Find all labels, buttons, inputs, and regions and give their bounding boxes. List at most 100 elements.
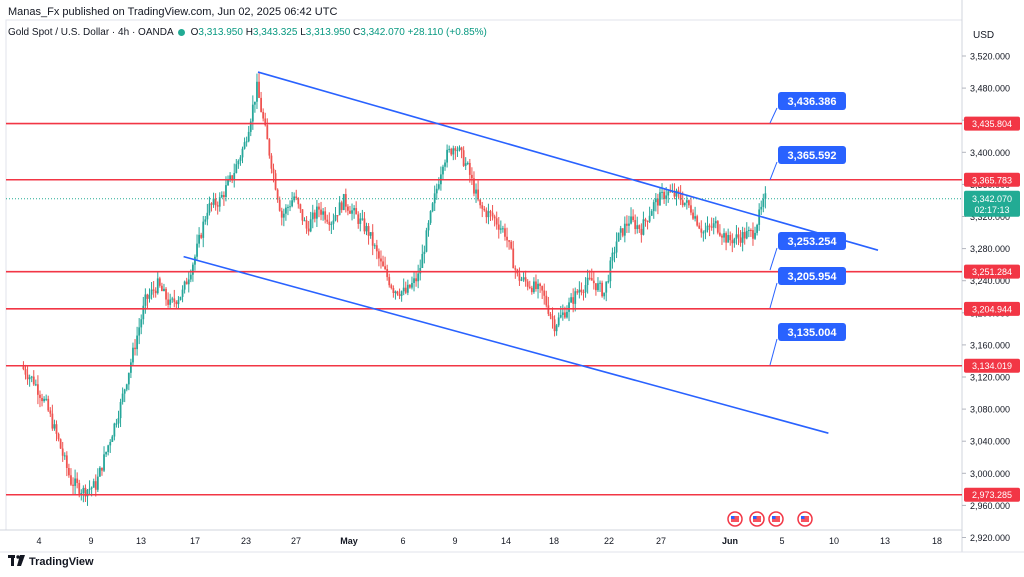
candle-body [113,423,116,437]
candle-body [196,243,198,257]
candle-body [592,280,595,284]
candle-body [158,278,161,286]
price-callout-box[interactable] [778,323,846,341]
candle-body [580,289,583,293]
candle-body [342,194,345,210]
candle-body [347,206,349,211]
candle-body [223,195,225,198]
candle-body [96,476,99,490]
candle-body [365,226,368,232]
x-tick-label: 27 [656,536,666,546]
price-callout-box[interactable] [778,146,846,164]
level-price-badge [964,358,1020,373]
x-tick-label: 18 [549,536,559,546]
candle-body [685,200,688,203]
candle-body [206,212,209,220]
candle-body [266,125,269,140]
candle-body [353,208,355,211]
candle-body [192,264,194,275]
candle-body [483,208,486,211]
candle-body [344,194,347,207]
candle-body [526,281,529,287]
candle-body [51,413,54,429]
candle-body [99,467,101,477]
level-price-badge [964,116,1020,131]
candle-body [43,398,45,402]
candle-body [392,288,395,293]
level-price-badge [964,301,1020,316]
candle-body [547,305,550,314]
y-tick-label: 3,040.000 [970,437,1010,447]
candle-body [117,418,120,424]
candle-body [568,302,570,312]
candle-body [307,228,310,232]
trendline-upper[interactable] [257,71,879,251]
candle-body [355,208,358,215]
candle-body [289,206,291,208]
candle-body [90,487,93,489]
open-label: O [190,27,199,38]
candle-body [454,148,457,151]
candle-body [235,164,238,173]
candle-body [584,284,587,293]
candle-body [53,424,56,429]
candle-body [553,319,556,332]
price-callout-box[interactable] [778,232,846,250]
tradingview-brand[interactable]: TradingView [8,555,94,568]
candle-body [659,192,661,206]
candle-body [107,445,110,452]
candle-body [94,481,97,490]
market-status-dot [177,28,185,36]
candle-body [752,230,754,239]
candle-body [287,206,289,208]
candle-body [626,223,628,226]
candle-body [702,232,705,234]
candle-body [336,215,339,217]
candle-body [743,232,746,239]
candle-body [675,190,678,197]
candle-body [378,251,380,259]
x-tick-label: 6 [400,536,405,546]
level-price-badge [964,487,1020,502]
candle-body [433,193,436,204]
candle-body [328,221,331,225]
candle-body [233,172,236,180]
candle-body [214,198,217,206]
y-tick-label: 3,320.000 [970,212,1010,222]
candle-body [59,439,62,449]
candle-body [760,206,763,210]
candle-body [690,205,692,213]
candle-body [442,166,444,175]
candle-body [237,160,240,165]
candle-body [750,229,752,231]
candle-body [47,398,50,411]
price-callout-box[interactable] [778,92,846,110]
callout-leader [769,107,778,124]
candle-body [466,162,469,164]
candle-body [506,236,508,241]
y-tick-label: 3,480.000 [970,84,1010,94]
symbol-name[interactable]: Gold Spot / U.S. Dollar · 4h · OANDA [8,27,174,38]
candle-body [733,238,736,244]
candle-body [183,281,186,290]
candle-body [276,189,279,200]
currency-label[interactable]: USD [973,30,995,41]
candle-body [225,185,227,198]
trendline-lower[interactable] [183,255,829,434]
candle-body [101,467,103,471]
candle-body [491,212,494,217]
candle-body [208,203,211,213]
candle-body [435,188,438,194]
candle-body [572,297,575,304]
candle-body [204,219,207,222]
price-callout-box[interactable] [778,267,846,285]
candle-body [716,221,719,233]
candle-body [146,294,149,299]
candle-body [634,220,637,230]
candle-body [227,179,229,186]
candle-body [646,220,649,222]
candle-body [361,218,364,220]
x-tick-label: 18 [932,536,942,546]
candle-body [400,291,403,296]
